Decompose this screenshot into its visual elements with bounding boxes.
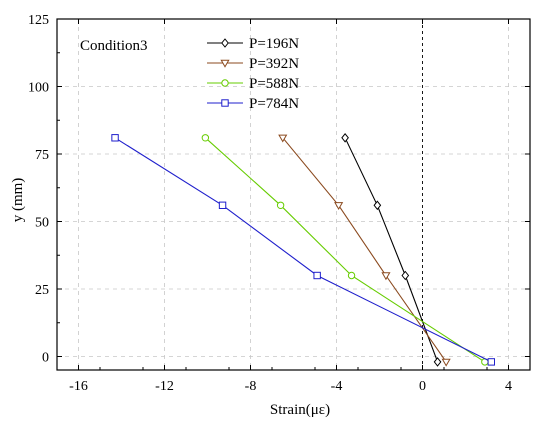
data-point-marker [201, 134, 210, 142]
legend-label: P=588N [249, 76, 299, 92]
series-line [344, 137, 439, 363]
data-point-marker [221, 99, 229, 107]
legend-label: P=784N [249, 96, 299, 112]
y-tick-label: 100 [28, 81, 49, 96]
legend-entry: P=588N [207, 76, 299, 92]
data-point-marker [487, 358, 496, 366]
y-tick-label: 75 [35, 148, 49, 163]
x-tick-label: -8 [245, 379, 257, 394]
series-3 [201, 134, 489, 366]
series-line [114, 137, 492, 363]
data-point-marker [313, 271, 321, 280]
data-point-marker [278, 134, 288, 143]
y-axis-label: y (mm) [10, 178, 26, 223]
y-tick-label: 0 [42, 351, 49, 366]
series-2 [278, 134, 451, 367]
data-point-marker [373, 200, 382, 211]
x-axis-label: Strain(με) [270, 402, 330, 418]
data-point-marker [401, 270, 410, 281]
axes [56, 18, 531, 371]
data-point-marker [341, 132, 349, 143]
data-point-marker [221, 38, 229, 48]
legend-entry: P=784N [207, 96, 299, 112]
y-tick-label: 25 [35, 283, 49, 298]
plot-frame [56, 18, 531, 371]
series-line [282, 137, 447, 363]
x-tick-label: -12 [155, 379, 174, 394]
x-tick-label: -4 [331, 379, 343, 394]
data-point-marker [334, 202, 344, 210]
y-tick-label: 125 [28, 13, 49, 28]
x-tick-label: 0 [419, 379, 426, 394]
data-point-marker [276, 201, 285, 210]
legend-entry: P=392N [207, 56, 299, 72]
series-lines [111, 132, 496, 367]
data-point-marker [381, 272, 391, 281]
series-line [205, 137, 486, 363]
legend-label: P=392N [249, 56, 299, 72]
data-point-marker [433, 357, 442, 367]
legend-entry: P=196N [207, 36, 299, 52]
series-4 [111, 134, 496, 366]
data-point-marker [220, 59, 230, 68]
data-point-marker [218, 201, 227, 210]
y-tick-label: 50 [35, 216, 49, 231]
series-1 [341, 132, 442, 367]
data-point-marker [221, 79, 229, 87]
x-tick-label: -16 [69, 379, 88, 394]
x-tick-label: 4 [505, 379, 512, 394]
legend: P=196N P=392N P=588N P=784N [207, 36, 299, 112]
legend-label: P=196N [249, 36, 299, 52]
data-point-marker [347, 271, 356, 280]
ticks: -16 -12 -8 -4 0 4 0 25 50 75 100 125 [28, 13, 531, 394]
data-point-marker [441, 358, 451, 367]
condition-annotation: Condition3 [80, 38, 148, 54]
data-point-marker [111, 134, 119, 142]
